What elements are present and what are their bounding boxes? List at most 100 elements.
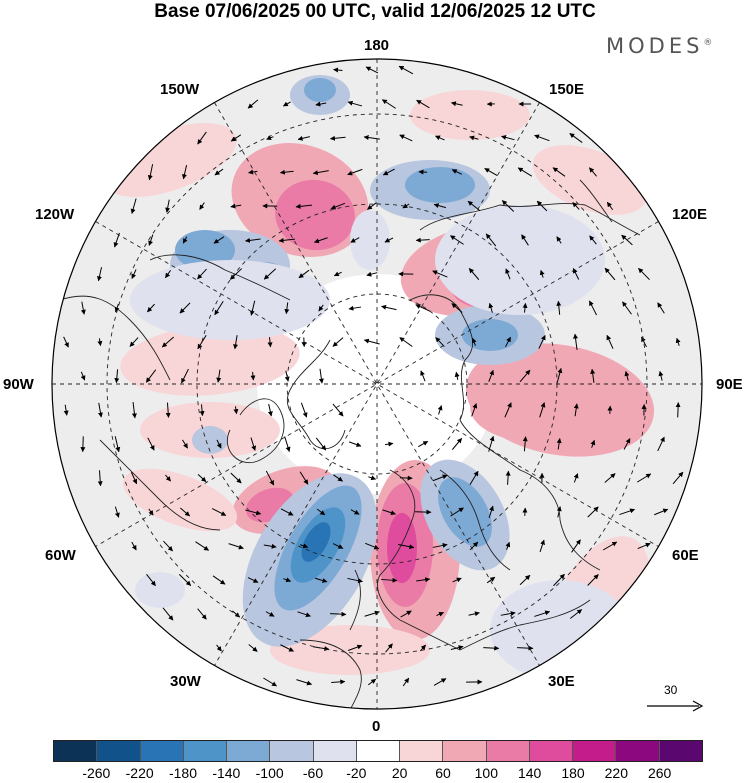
wind-vector bbox=[80, 301, 86, 315]
wind-vector bbox=[552, 167, 566, 177]
anomaly-region bbox=[387, 513, 417, 583]
colorbar-tick-label: 60 bbox=[435, 765, 451, 781]
wind-vector bbox=[165, 270, 171, 279]
wind-vector bbox=[98, 402, 103, 418]
wind-vector bbox=[602, 541, 618, 551]
wind-vector bbox=[282, 101, 291, 107]
colorbar-swatch bbox=[54, 741, 98, 761]
wind-vector bbox=[366, 271, 378, 277]
wind-vector bbox=[399, 475, 413, 481]
wind-vector bbox=[436, 611, 444, 617]
wind-vector bbox=[556, 236, 562, 244]
lon-label-180: 180 bbox=[364, 37, 390, 54]
wind-vector bbox=[488, 505, 494, 519]
wind-vector bbox=[263, 677, 277, 687]
graticule bbox=[52, 59, 702, 709]
wind-vector bbox=[179, 302, 191, 314]
wind-vector bbox=[519, 574, 531, 586]
wind-vector bbox=[500, 611, 516, 616]
coastline bbox=[459, 599, 591, 651]
wind-vector bbox=[399, 337, 413, 347]
wind-vector bbox=[197, 131, 207, 145]
wind-vector bbox=[521, 234, 529, 246]
wind-vector bbox=[624, 370, 630, 381]
coastline bbox=[419, 203, 641, 236]
wind-vector bbox=[216, 439, 222, 449]
wind-vector bbox=[213, 236, 225, 244]
wind-vector bbox=[536, 200, 548, 212]
wind-vector bbox=[147, 437, 155, 451]
wind-vector bbox=[573, 473, 579, 483]
colorbar-swatch bbox=[183, 741, 228, 761]
wind-vector bbox=[636, 473, 652, 483]
anomaly-region bbox=[405, 167, 475, 203]
wind-vector bbox=[247, 577, 259, 583]
wind-vector bbox=[316, 508, 326, 516]
wind-vector bbox=[265, 470, 275, 486]
wind-vector bbox=[416, 577, 431, 583]
wind-vector bbox=[399, 134, 413, 142]
wind-vector bbox=[569, 609, 583, 619]
lon-label-0: 0 bbox=[372, 718, 381, 735]
wind-vector bbox=[248, 644, 258, 652]
colorbar-swatch bbox=[616, 741, 660, 761]
wind-vector bbox=[263, 543, 277, 549]
wind-vector bbox=[433, 678, 447, 686]
wind-vector bbox=[318, 304, 324, 312]
wind-vector bbox=[199, 404, 205, 417]
wind-vector bbox=[539, 539, 545, 553]
wind-vector bbox=[573, 403, 579, 417]
wind-vector bbox=[197, 474, 207, 482]
wind-vector bbox=[432, 270, 448, 278]
colorbar-tick-label: -60 bbox=[302, 765, 324, 781]
lon-label-120e: 120E bbox=[672, 206, 708, 223]
wind-vector bbox=[296, 679, 313, 686]
colorbar-tick-label: 220 bbox=[604, 765, 629, 781]
wind-vector bbox=[97, 267, 103, 282]
wind-vector bbox=[145, 369, 157, 383]
wind-vector bbox=[517, 167, 533, 177]
coastline bbox=[349, 569, 361, 631]
wind-vector bbox=[623, 438, 631, 450]
wind-vector bbox=[131, 541, 137, 551]
map-border bbox=[51, 58, 703, 710]
wind-vector bbox=[330, 611, 347, 617]
lon-label-30w: 30W bbox=[170, 673, 201, 690]
wind-vector bbox=[197, 608, 207, 620]
wind-vector bbox=[468, 268, 480, 280]
wind-vector bbox=[333, 271, 342, 277]
wind-vector bbox=[249, 300, 256, 316]
wind-vector bbox=[278, 237, 295, 243]
anomaly-region bbox=[301, 522, 331, 562]
anomaly-region bbox=[435, 205, 605, 315]
wind-vector bbox=[318, 368, 324, 384]
wind-vector bbox=[178, 574, 192, 586]
wind-vector bbox=[657, 302, 665, 314]
wind-vector bbox=[97, 338, 103, 347]
wind-vector bbox=[382, 509, 396, 516]
colorbar-tick-label: 260 bbox=[647, 765, 672, 781]
wind-vector bbox=[483, 645, 500, 651]
wind-vector bbox=[313, 237, 328, 244]
wind-vector bbox=[295, 203, 313, 209]
wind-vector bbox=[381, 99, 396, 109]
wind-vector bbox=[381, 304, 397, 311]
colorbar-swatch bbox=[270, 741, 314, 761]
wind-vector bbox=[539, 402, 546, 418]
coastline bbox=[99, 439, 221, 531]
wind-vector bbox=[622, 301, 632, 315]
anomaly-region bbox=[175, 230, 235, 270]
wind-vector bbox=[504, 402, 512, 418]
wind-vector bbox=[97, 470, 103, 487]
colorbar-swatch bbox=[227, 741, 271, 761]
wind-vector bbox=[606, 334, 614, 349]
wind-vector bbox=[435, 337, 445, 347]
wind-vector bbox=[333, 67, 343, 73]
wind-vector bbox=[384, 441, 394, 447]
lon-label-120w: 120W bbox=[35, 206, 75, 223]
wind-vector bbox=[484, 167, 498, 177]
wind-vector bbox=[435, 135, 445, 141]
map-title: Base 07/06/2025 00 UTC, valid 12/06/2025… bbox=[154, 1, 596, 22]
wind-vector bbox=[556, 300, 562, 315]
wind-vector bbox=[130, 472, 138, 485]
